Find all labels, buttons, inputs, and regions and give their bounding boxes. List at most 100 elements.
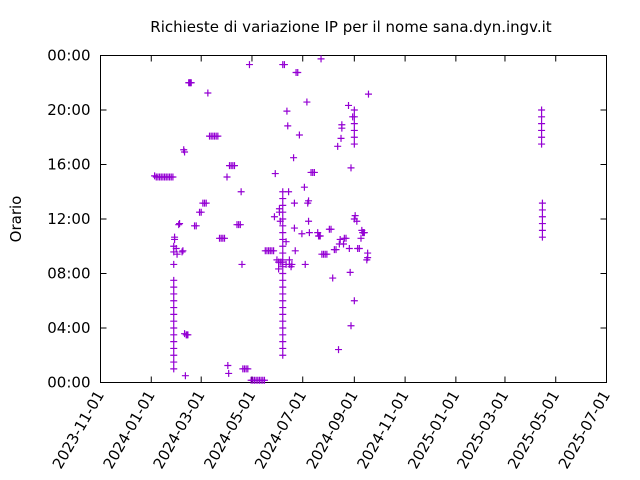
data-point — [350, 126, 358, 134]
data-point — [290, 224, 298, 232]
data-point — [179, 247, 187, 255]
data-point — [170, 317, 178, 325]
data-point — [336, 235, 344, 243]
data-point — [270, 247, 278, 255]
data-point — [295, 131, 303, 139]
data-point — [300, 183, 308, 191]
x-axis: 2023-11-012024-01-012024-03-012024-05-01… — [49, 55, 614, 473]
y-tick-label: 12:00 — [47, 210, 90, 228]
data-point — [350, 297, 358, 305]
data-point — [340, 240, 348, 248]
x-tick-label: 2024-01-01 — [100, 388, 159, 473]
data-point — [350, 106, 358, 114]
data-point — [204, 89, 212, 97]
data-point — [350, 140, 358, 148]
x-tick-label: 2024-09-01 — [303, 388, 362, 473]
data-point — [279, 338, 287, 346]
data-point — [237, 188, 245, 196]
data-point — [345, 101, 353, 109]
data-point — [279, 290, 287, 298]
y-tick-label: 00:00 — [47, 374, 90, 392]
data-point — [170, 344, 178, 352]
chart-title: Richieste di variazione IP per il nome s… — [150, 18, 552, 36]
data-point — [305, 197, 313, 205]
data-point — [172, 245, 180, 253]
data-point — [323, 250, 331, 258]
data-point — [275, 265, 283, 273]
data-point — [169, 173, 177, 181]
data-point — [170, 324, 178, 332]
x-tick-label: 2025-07-01 — [555, 388, 614, 473]
data-point — [538, 199, 546, 207]
y-tick-label: 08:00 — [47, 265, 90, 283]
data-point — [279, 242, 287, 250]
data-point — [279, 310, 287, 318]
data-point — [236, 221, 244, 229]
data-point — [170, 351, 178, 359]
data-point — [284, 122, 292, 130]
data-point — [345, 245, 353, 253]
data-point — [170, 331, 178, 339]
data-point — [224, 361, 232, 369]
data-point — [279, 229, 287, 237]
data-point — [327, 225, 335, 233]
data-point — [279, 263, 287, 271]
data-point — [170, 276, 178, 284]
data-point — [285, 256, 293, 264]
data-point — [170, 304, 178, 312]
data-point — [335, 346, 343, 354]
data-point — [346, 268, 354, 276]
data-point — [347, 322, 355, 330]
data-point — [170, 310, 178, 318]
data-point — [238, 260, 246, 268]
data-point — [176, 220, 184, 228]
data-point — [279, 351, 287, 359]
y-axis: 00:00 04:00 08:00 12:00 16:00 20:00 00:00 — [47, 47, 607, 392]
data-point — [173, 250, 181, 258]
data-point — [170, 260, 178, 268]
data-point — [350, 113, 358, 121]
data-point — [279, 249, 287, 257]
data-point — [170, 283, 178, 291]
data-point — [288, 260, 296, 268]
data-point — [332, 246, 340, 254]
data-point — [279, 331, 287, 339]
data-point — [270, 213, 278, 221]
data-point — [337, 134, 345, 142]
data-point — [334, 142, 342, 150]
data-point — [279, 304, 287, 312]
data-point — [357, 234, 365, 242]
data-point — [170, 297, 178, 305]
data-point — [329, 274, 337, 282]
data-point — [181, 148, 189, 156]
x-tick-label: 2024-07-01 — [251, 388, 310, 473]
data-point — [279, 297, 287, 305]
data-point — [178, 248, 186, 256]
data-point — [305, 217, 313, 225]
data-point — [290, 154, 298, 162]
data-point — [350, 133, 358, 141]
data-point — [303, 98, 311, 106]
data-point — [279, 215, 287, 223]
data-point — [245, 61, 253, 69]
data-point — [279, 208, 287, 216]
data-point — [171, 235, 179, 243]
data-point — [192, 222, 200, 230]
data-point — [364, 90, 372, 98]
data-point — [355, 245, 363, 253]
data-point — [316, 232, 324, 240]
data-point — [230, 162, 238, 170]
data-point — [347, 164, 355, 172]
data-point — [197, 208, 205, 216]
data-point — [364, 254, 372, 262]
data-point — [301, 260, 309, 268]
data-point — [538, 233, 546, 241]
data-point — [170, 290, 178, 298]
data-point — [175, 221, 183, 229]
y-tick-label: 04:00 — [47, 319, 90, 337]
data-point — [350, 120, 358, 128]
data-point — [538, 133, 546, 141]
data-point — [181, 372, 189, 380]
x-tick-label: 2024-03-01 — [149, 388, 208, 473]
